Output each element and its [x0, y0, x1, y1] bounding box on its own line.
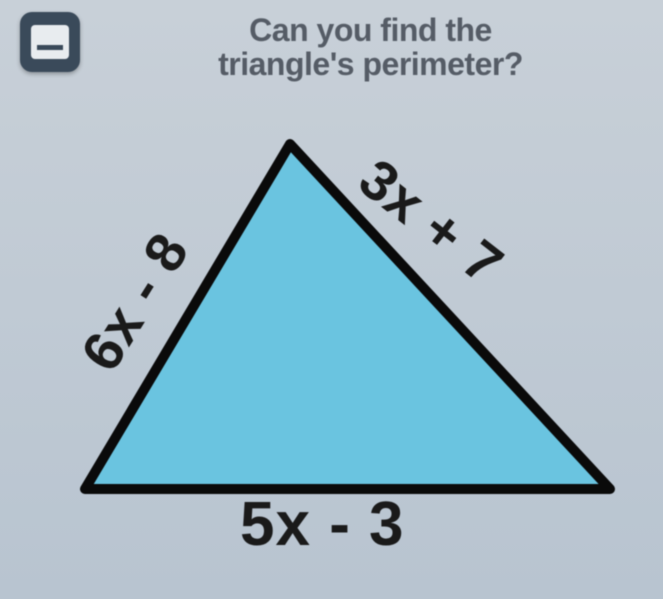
badge-icon	[31, 25, 69, 59]
triangle-figure: 6x - 8 3x + 7 5x - 3	[0, 89, 663, 559]
problem-number-badge	[20, 12, 80, 72]
question-text: Can you find the triangle's perimeter?	[98, 12, 643, 81]
question-line-2: triangle's perimeter?	[98, 48, 643, 82]
header: Can you find the triangle's perimeter?	[0, 0, 663, 89]
question-line-1: Can you find the	[98, 14, 643, 48]
side-label-bottom: 5x - 3	[240, 489, 405, 560]
